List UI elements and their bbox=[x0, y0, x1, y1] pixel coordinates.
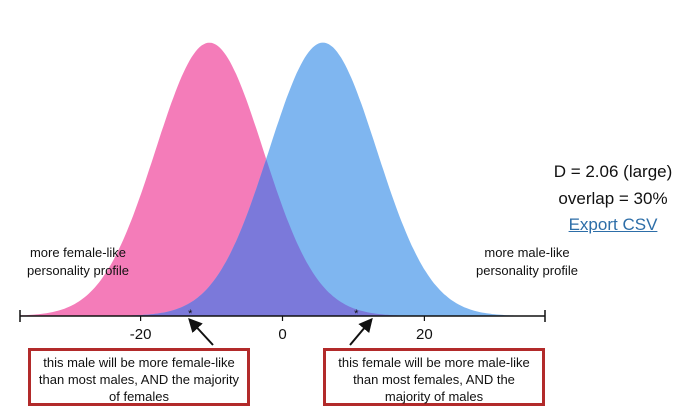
male-marker-star: * bbox=[188, 308, 193, 320]
female-marker-star: * bbox=[354, 308, 359, 320]
female-like-label: more female-like personality profile bbox=[27, 245, 129, 278]
right-callout-arrow bbox=[349, 317, 373, 346]
male-callout-box: this male will be more female-like than … bbox=[28, 348, 250, 406]
x-tick-label: 20 bbox=[416, 326, 433, 343]
male-like-label: more male-like personality profile bbox=[476, 245, 578, 278]
female-distribution-area bbox=[20, 42, 545, 316]
effect-size-text: D = 2.06 (large) bbox=[553, 162, 673, 181]
overlap-text: overlap = 30% bbox=[558, 189, 668, 208]
x-tick-label: -20 bbox=[130, 326, 152, 343]
export-csv-link[interactable]: Export CSV bbox=[568, 215, 658, 234]
x-tick-label: 0 bbox=[278, 326, 286, 343]
overlap-area bbox=[20, 159, 545, 316]
male-distribution-area bbox=[20, 42, 545, 316]
left-callout-arrow bbox=[188, 317, 214, 346]
female-callout-box: this female will be more male-like than … bbox=[323, 348, 545, 406]
